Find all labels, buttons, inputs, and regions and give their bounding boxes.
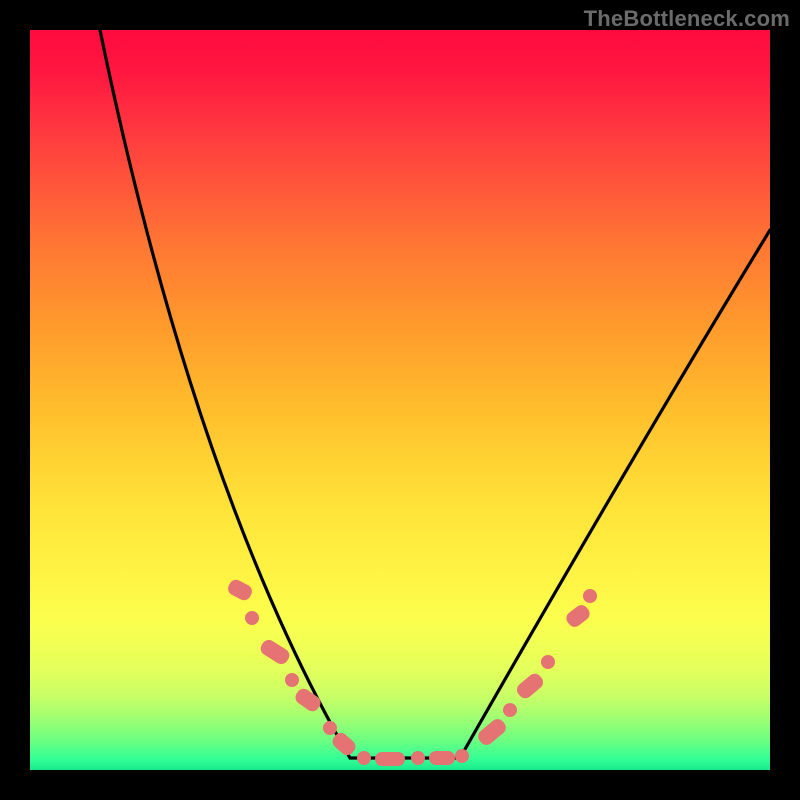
data-marker [330,730,359,758]
data-marker [258,637,292,666]
data-marker [411,751,425,765]
data-marker [293,686,323,714]
data-markers [226,577,597,766]
data-marker [375,752,405,766]
data-marker [429,751,455,765]
data-marker [285,673,299,687]
data-marker [455,749,469,763]
data-marker [541,655,555,669]
data-marker [357,751,371,765]
chart-frame: TheBottleneck.com [0,0,800,800]
data-marker [323,721,337,735]
data-marker [226,577,255,602]
data-marker [245,611,259,625]
watermark-text: TheBottleneck.com [584,6,790,32]
curve-layer [30,30,770,770]
data-marker [564,602,593,629]
data-marker [583,589,597,603]
bottleneck-curve [100,30,770,758]
data-marker [503,703,517,717]
data-marker [514,671,546,701]
plot-area [30,30,770,770]
